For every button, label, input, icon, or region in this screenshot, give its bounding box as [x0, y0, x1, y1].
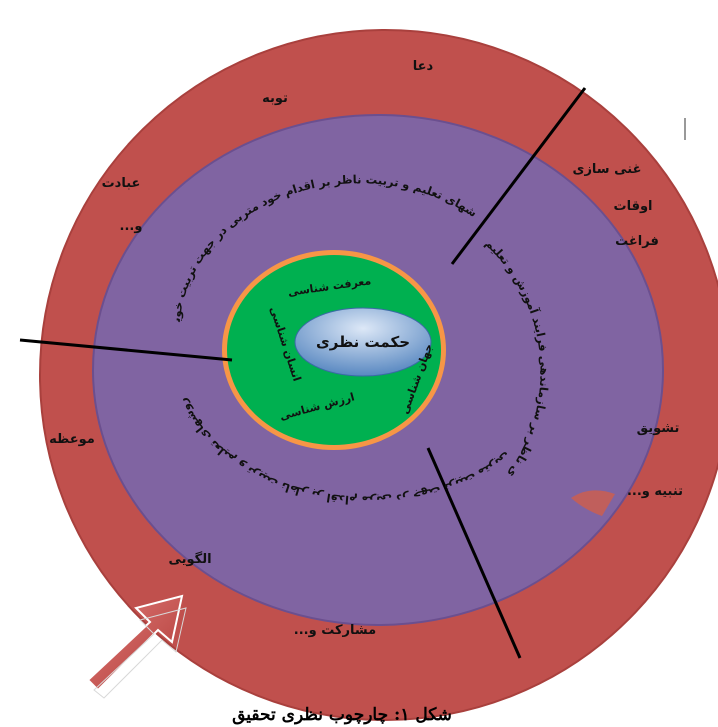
outer-label-ebadat: عبادت	[102, 176, 141, 191]
outer-label-faraghat: فراغت	[615, 234, 659, 249]
outer-label-tashvigh: تشویق	[637, 421, 680, 436]
outer-label-ghani: غنی سازی	[573, 162, 642, 177]
outer-label-mosharekat: مشارکت و...	[294, 623, 376, 638]
center-ellipse	[294, 307, 432, 377]
outer-label-doa: دعا	[413, 59, 434, 74]
divider-bottom-right	[426, 447, 522, 659]
outer-label-tobe: توبه	[262, 91, 288, 106]
divider-left	[19, 338, 233, 362]
figure-caption: شکل ۱: چارچوب نظری تحقیق	[232, 705, 452, 725]
divider-top-right	[450, 87, 587, 265]
arrow-right-icon	[86, 594, 187, 699]
outer-label-ebadat-etc: و...	[120, 219, 143, 234]
ring-notch	[571, 490, 615, 516]
outer-label-oghat: اوقات	[614, 199, 653, 214]
outer-label-tanbih: تنبیه و...	[627, 484, 683, 499]
outer-label-olgooyi: الگویی	[168, 551, 211, 567]
outer-label-moeze: موعظه	[49, 432, 95, 447]
center-label: حکمت نظری	[316, 333, 410, 351]
